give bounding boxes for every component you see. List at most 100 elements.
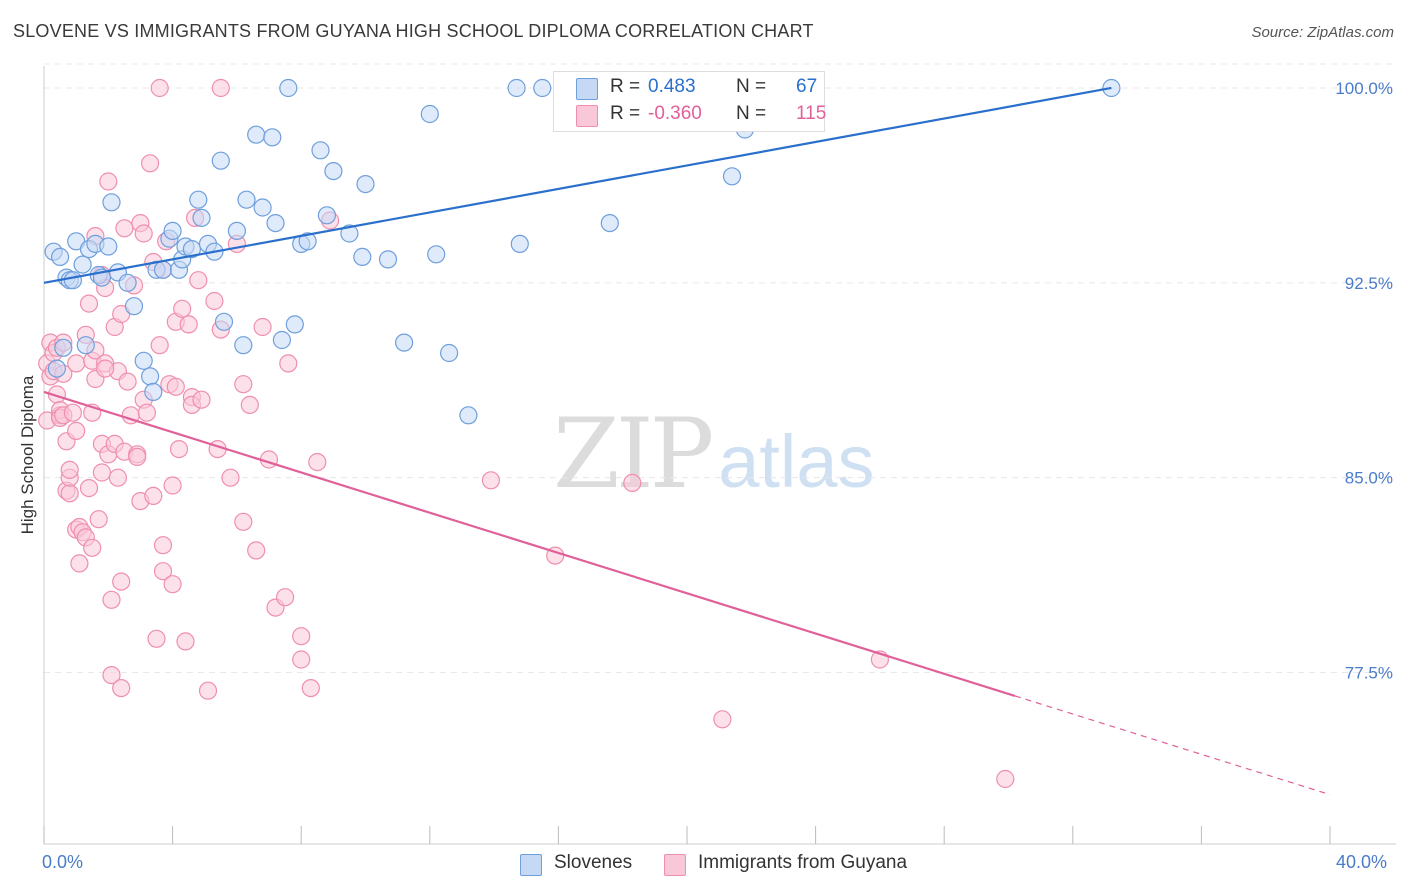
guyana-point [60, 460, 79, 479]
correlation-legend: R = 0.483 N = 67 R = -0.360 N = 115 [553, 71, 827, 132]
guyana-point [247, 541, 266, 560]
guyana-point [163, 476, 182, 495]
guyana-point [179, 315, 198, 334]
guyana-point [102, 665, 121, 685]
legend-r-value: -0.360 [648, 103, 702, 124]
x-tick-label-max: 40.0% [1336, 852, 1388, 872]
guyana-point [276, 588, 295, 607]
bottom-legend-label: Slovenes [554, 852, 633, 873]
guyana-point [301, 678, 320, 698]
y-axis-label: High School Diploma [18, 375, 37, 535]
guyana-point [60, 484, 79, 503]
slovenes-point [163, 221, 182, 240]
guyana-point [163, 575, 182, 594]
guyana-point [292, 650, 311, 669]
slovenes-point [144, 382, 163, 401]
slovenes-point [440, 343, 459, 363]
guyana-point [70, 554, 89, 573]
slovenes-point [63, 271, 83, 290]
slovenes-point [73, 255, 92, 274]
bottom-legend-swatch-blue [520, 854, 542, 876]
guyana-point [102, 590, 121, 609]
guyana-point [176, 632, 195, 651]
slovenes-point [234, 336, 253, 355]
slovenes-point [324, 162, 343, 181]
guyana-point [481, 471, 500, 490]
x-tick-label-min: 0.0% [42, 852, 84, 872]
guyana-point [189, 271, 208, 290]
guyana-point [134, 224, 153, 243]
axis-layer [43, 66, 1396, 845]
slovenes-point [54, 338, 73, 357]
guyana-point [308, 453, 327, 472]
guyana-point [79, 479, 99, 498]
slovenes-point [214, 312, 234, 331]
slovenes-point [317, 206, 336, 225]
chart-title: SLOVENE VS IMMIGRANTS FROM GUYANA HIGH S… [13, 21, 814, 41]
guyana-point [95, 359, 115, 378]
slovenes-point [510, 234, 529, 253]
slovenes-point [237, 190, 256, 209]
slovenes-points-layer [44, 78, 1121, 425]
guyana-point [234, 375, 253, 394]
legend-n-value: 115 [796, 103, 827, 124]
guyana-point [115, 219, 134, 238]
guyana-point [240, 395, 259, 414]
guyana-point [137, 403, 156, 422]
slovenes-point [263, 128, 282, 147]
slovenes-point [272, 330, 291, 350]
slovenes-point [118, 273, 137, 292]
slovenes-point [211, 151, 230, 170]
guyana-point [150, 78, 169, 98]
slovenes-point [50, 247, 70, 266]
guyana-point [192, 390, 211, 409]
slovenes-point [722, 167, 742, 186]
guyana-trend-line-extrapolated [1014, 695, 1331, 796]
trend-lines-layer [43, 86, 1331, 796]
guyana-point [63, 403, 83, 422]
slovenes-point [227, 221, 246, 240]
y-tick-label: 77.5% [1345, 664, 1393, 683]
slovenes-point [298, 232, 317, 251]
guyana-point [713, 710, 732, 729]
guyana-point [83, 538, 102, 557]
guyana-point [623, 473, 642, 492]
grid-layer [44, 63, 1396, 674]
guyana-point [173, 299, 192, 318]
slovenes-point [124, 297, 144, 316]
chart-source: Source: ZipAtlas.com [1251, 24, 1394, 41]
guyana-point [996, 769, 1015, 789]
bottom-legend-label: Immigrants from Guyana [698, 852, 908, 873]
guyana-point [92, 463, 112, 482]
slovenes-point [247, 125, 266, 144]
slovenes-point [353, 247, 372, 266]
slovenes-point [192, 208, 211, 227]
slovenes-point [459, 406, 478, 425]
guyana-point [292, 627, 311, 646]
guyana-point [67, 354, 86, 373]
slovenes-point [395, 333, 414, 352]
slovenes-point [1102, 78, 1121, 98]
guyana-point [153, 562, 173, 581]
guyana-point [89, 510, 108, 529]
guyana-point [198, 681, 218, 700]
slovenes-point [356, 175, 375, 194]
legend-r-value: 0.483 [648, 76, 696, 97]
legend-r-label: R = [610, 103, 641, 124]
guyana-point [253, 317, 272, 337]
guyana-point [221, 468, 240, 487]
slovenes-point [279, 78, 298, 98]
guyana-point [118, 372, 137, 391]
slovenes-point [76, 336, 95, 355]
slovenes-trend-line [43, 86, 1112, 284]
guyana-point [205, 291, 224, 311]
slovenes-point [427, 245, 446, 264]
guyana-point [141, 154, 160, 173]
slovenes-point [182, 240, 201, 259]
y-tick-label: 92.5% [1345, 274, 1393, 293]
guyana-trend-line [43, 390, 1016, 697]
guyana-point [169, 440, 189, 459]
guyana-point [99, 172, 118, 191]
y-tick-labels-layer: 100.0% 92.5% 85.0% 77.5% [1335, 79, 1393, 683]
